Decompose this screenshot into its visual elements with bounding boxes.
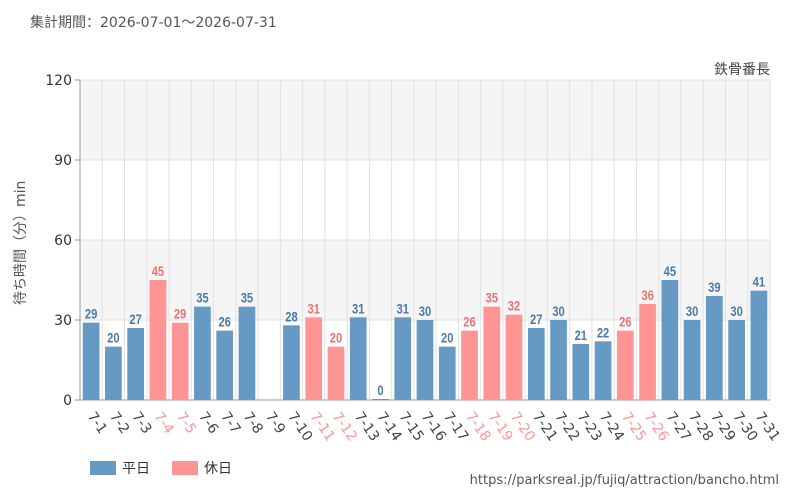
y-tick-label: 60 [54, 233, 72, 249]
plot-band [80, 80, 770, 160]
holiday-swatch [172, 461, 198, 475]
value-label-7-21: 27 [530, 312, 542, 327]
bar-7-1 [82, 322, 100, 400]
bar-7-27 [661, 280, 679, 400]
weekday-swatch [90, 461, 116, 475]
bar-7-7 [216, 330, 234, 400]
bar-7-2 [105, 346, 122, 400]
value-label-7-19: 35 [486, 291, 498, 306]
x-tick-label-7-9: 7-9 [262, 409, 288, 437]
bar-7-5 [171, 322, 189, 400]
bar-7-24 [594, 341, 612, 400]
value-label-7-17: 20 [441, 331, 453, 346]
value-label-7-25: 26 [619, 315, 631, 330]
bar-7-6 [194, 306, 211, 400]
bar-7-17 [438, 346, 456, 400]
value-label-7-30: 30 [730, 304, 742, 319]
value-label-7-20: 32 [508, 299, 520, 314]
x-tick-label-7-6: 7-6 [195, 409, 221, 437]
bar-7-23 [572, 344, 590, 400]
value-label-7-7: 26 [218, 315, 230, 330]
value-label-7-1: 29 [85, 307, 97, 322]
bar-7-13 [349, 317, 367, 400]
bar-7-29 [706, 296, 723, 400]
bar-7-18 [461, 330, 478, 400]
x-tick-label-7-7: 7-7 [217, 409, 243, 437]
y-tick-label: 120 [45, 73, 72, 89]
x-tick-label-7-3: 7-3 [128, 409, 154, 437]
value-label-7-12: 20 [330, 331, 342, 346]
value-label-7-10: 28 [285, 309, 297, 324]
value-label-7-4: 45 [152, 264, 164, 279]
attraction-name: 鉄骨番長 [714, 62, 770, 78]
value-label-7-27: 45 [664, 264, 676, 279]
value-label-7-8: 35 [241, 291, 253, 306]
value-label-7-22: 30 [552, 304, 564, 319]
period-label: 集計期間：2026-07-01～2026-07-31 [30, 15, 277, 31]
bar-7-4 [149, 280, 167, 400]
x-tick-label-7-31: 7-31 [752, 409, 783, 444]
bar-7-22 [550, 320, 567, 400]
value-label-7-24: 22 [597, 325, 609, 340]
bar-7-10 [283, 325, 300, 400]
legend-label-weekday: 平日 [122, 461, 150, 477]
value-label-7-29: 39 [708, 280, 720, 295]
bar-7-16 [416, 320, 434, 400]
bar-7-12 [327, 346, 345, 400]
legend: 平日 休日 [90, 458, 254, 478]
value-label-7-5: 29 [174, 307, 186, 322]
x-tick-label-7-2: 7-2 [106, 409, 132, 437]
y-tick-label: 30 [54, 313, 72, 329]
bar-7-15 [394, 317, 412, 400]
value-label-7-11: 31 [307, 301, 319, 316]
bar-7-28 [683, 320, 701, 400]
value-label-7-16: 30 [419, 304, 431, 319]
bar-7-20 [505, 314, 523, 400]
bar-7-26 [639, 304, 656, 400]
value-label-7-18: 26 [463, 315, 475, 330]
value-label-7-14: 0 [377, 383, 383, 398]
value-label-7-2: 20 [107, 331, 119, 346]
value-label-7-28: 30 [686, 304, 698, 319]
x-tick-label-7-5: 7-5 [173, 409, 199, 437]
bar-7-31 [750, 290, 768, 400]
value-label-7-23: 21 [575, 328, 587, 343]
legend-item-weekday[interactable]: 平日 [90, 458, 150, 478]
y-tick-label: 0 [63, 393, 72, 409]
y-tick-label: 90 [54, 153, 72, 169]
source-url[interactable]: https://parksreal.jp/fujiq/attraction/ba… [469, 473, 779, 488]
bar-7-3 [127, 328, 144, 400]
value-label-7-6: 35 [196, 291, 208, 306]
bar-7-25 [616, 330, 634, 400]
value-label-7-26: 36 [641, 288, 653, 303]
bar-7-14 [372, 399, 389, 400]
bar-7-11 [305, 317, 323, 400]
value-label-7-13: 31 [352, 301, 364, 316]
bar-7-21 [527, 328, 545, 400]
value-label-7-31: 41 [753, 275, 765, 290]
value-label-7-15: 31 [397, 301, 409, 316]
legend-item-holiday[interactable]: 休日 [172, 458, 232, 478]
value-label-7-3: 27 [129, 312, 141, 327]
bar-7-30 [728, 320, 745, 400]
bar-7-19 [483, 306, 501, 400]
legend-label-holiday: 休日 [204, 461, 232, 477]
x-tick-label-7-8: 7-8 [240, 409, 266, 437]
bar-7-8 [238, 306, 256, 400]
x-tick-label-7-4: 7-4 [151, 409, 177, 437]
x-tick-label-7-1: 7-1 [84, 409, 110, 437]
